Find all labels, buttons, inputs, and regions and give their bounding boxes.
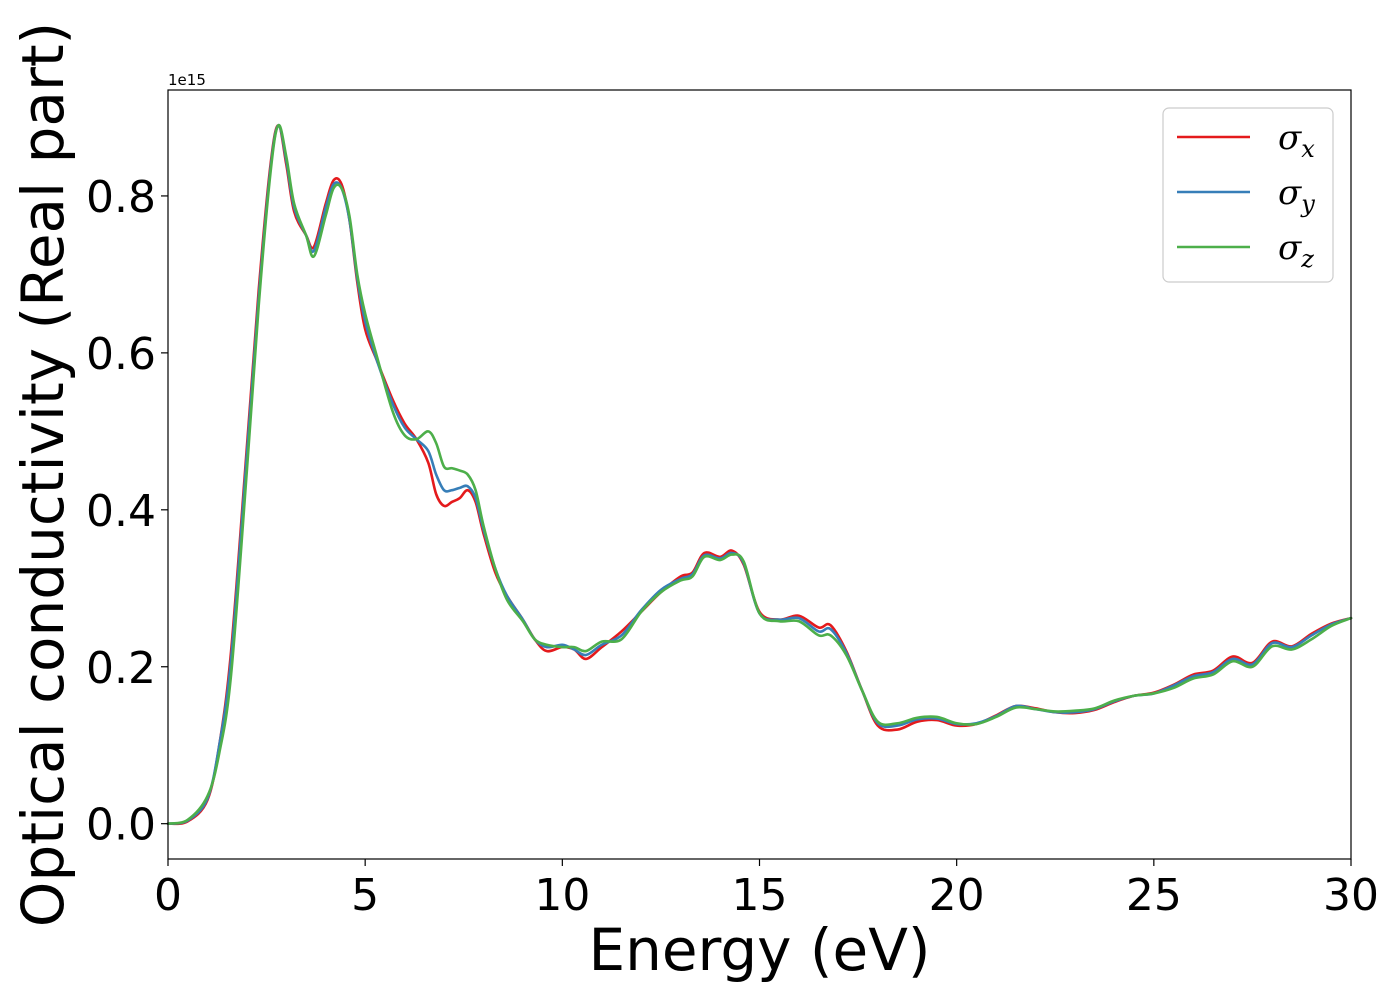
x-tick-label: 10 [534, 870, 590, 921]
x-tick-label: 20 [929, 870, 985, 921]
y-axis-ticks: 0.0 0.2 0.4 0.6 0.8 [86, 172, 168, 851]
x-tick-label: 0 [154, 870, 182, 921]
y-tick-label: 0.6 [86, 329, 156, 380]
plot-area [166, 89, 1353, 860]
series-lines [166, 124, 1353, 826]
y-tick-label: 0.8 [86, 172, 156, 223]
x-tick-label: 15 [732, 870, 788, 921]
y-tick-label: 0.0 [86, 800, 156, 851]
y-axis-label: Optical conductivity (Real part) [9, 22, 77, 927]
series-line-z [166, 124, 1353, 825]
legend-label-x: σx [1278, 118, 1315, 163]
y-tick-label: 0.2 [86, 643, 156, 694]
y-offset-label: 1e15 [168, 71, 206, 89]
x-tick-label: 5 [351, 870, 379, 921]
plot-background [168, 90, 1351, 859]
series-line-y [166, 124, 1353, 825]
x-axis-ticks: 0 5 10 15 20 25 30 [154, 859, 1379, 921]
legend: σx σy σz [1162, 107, 1334, 283]
legend-box [1162, 107, 1334, 283]
legend-items: σx σy σz [1177, 118, 1315, 273]
x-tick-label: 25 [1126, 870, 1182, 921]
legend-label-y: σy [1278, 173, 1315, 218]
y-tick-label: 0.4 [86, 486, 156, 537]
x-axis-label: Energy (eV) [588, 916, 930, 984]
legend-label-z: σz [1278, 228, 1314, 273]
x-tick-label: 30 [1323, 870, 1379, 921]
